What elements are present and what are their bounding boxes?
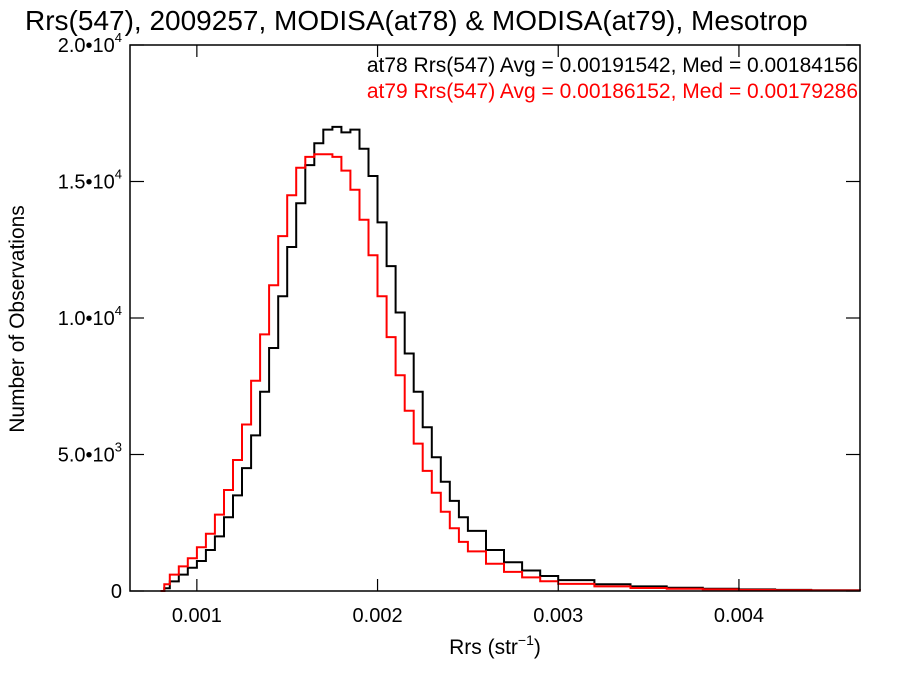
x-axis-label-exponent: −1	[518, 632, 534, 648]
stats-annotations: at78 Rrs(547) Avg = 0.00191542, Med = 0.…	[367, 54, 858, 103]
series-line-1	[160, 125, 861, 592]
ticks-layer: 0.001 0.002 0.003 0.004 0 5.0•103 1.0•104 1.5•1…	[58, 30, 860, 627]
y-tick-label: 2.0•104	[58, 30, 122, 57]
stats-annotation-1: at78 Rrs(547) Avg = 0.00191542, Med = 0.…	[367, 54, 858, 77]
x-axis-label: Rrs (str−1)	[449, 632, 541, 659]
y-tick-label: 1.0•104	[58, 303, 122, 330]
series-line-2	[160, 153, 861, 592]
series-layer	[160, 125, 861, 592]
x-tick-label: 0.002	[353, 605, 403, 627]
y-tick-label: 5.0•103	[58, 440, 122, 467]
y-tick-label: 0	[111, 581, 122, 603]
x-axis-label-main: Rrs (str	[449, 636, 518, 659]
x-tick-label: 0.003	[533, 605, 583, 627]
x-axis-label-close: )	[534, 636, 541, 659]
x-tick-label: 0.004	[714, 605, 764, 627]
y-tick-label: 1.5•104	[58, 167, 122, 194]
y-axis-label: Number of Observations	[6, 205, 29, 433]
chart-title: Rrs(547), 2009257, MODISA(at78) & MODISA…	[25, 5, 808, 36]
x-tick-label: 0.001	[172, 605, 222, 627]
plot-frame	[129, 44, 861, 592]
stats-annotation-2: at79 Rrs(547) Avg = 0.00186152, Med = 0.…	[367, 80, 858, 103]
